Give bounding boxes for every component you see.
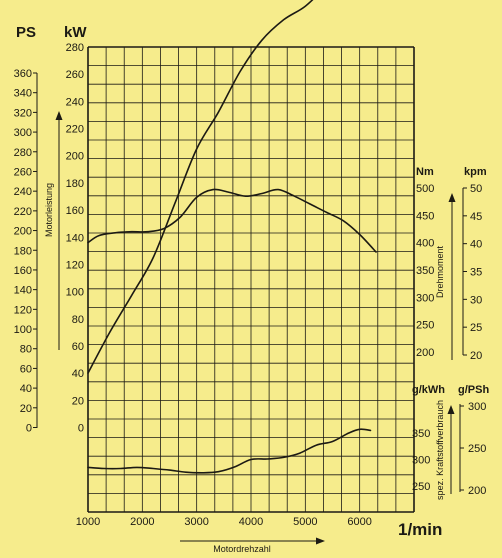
torque-arrow-head — [448, 193, 456, 202]
x-tick-label: 1000 — [76, 516, 100, 528]
gpsh-tick-label: 250 — [468, 443, 486, 455]
unit-gkwh-label: g/kWh — [412, 384, 445, 396]
kpm-tick-label: 40 — [470, 239, 482, 251]
x-tick-label: 6000 — [347, 516, 371, 528]
kpm-tick-label: 20 — [470, 350, 482, 362]
ps-tick-label: 20 — [20, 403, 32, 415]
ps-tick-label: 200 — [14, 226, 32, 238]
kpm-tick-label: 30 — [470, 294, 482, 306]
kw-tick-label: 160 — [66, 205, 84, 217]
curves-layer — [87, 0, 377, 474]
ps-tick-label: 60 — [20, 363, 32, 375]
ps-tick-label: 280 — [14, 147, 32, 159]
kw-tick-label: 80 — [72, 314, 84, 326]
gkwh-tick-label: 350 — [412, 428, 430, 440]
unit-ps-label: PS — [16, 24, 36, 41]
kw-tick-label: 280 — [66, 42, 84, 54]
gkwh-tick-label: 250 — [412, 481, 430, 493]
nm-tick-label: 250 — [416, 320, 434, 332]
kw-tick-label: 140 — [66, 232, 84, 244]
unit-kpm-label: kpm — [464, 166, 487, 178]
kw-tick-label: 120 — [66, 259, 84, 271]
ps-tick-label: 160 — [14, 265, 32, 277]
motordrehzahl-axis-label: Motordrehzahl — [213, 544, 271, 554]
kw-tick-label: 60 — [72, 341, 84, 353]
nm-tick-label: 300 — [416, 292, 434, 304]
ps-tick-label: 340 — [14, 88, 32, 100]
drehmoment-axis-label: Drehmoment — [435, 245, 445, 298]
kpm-tick-label: 35 — [470, 267, 482, 279]
ps-tick-label: 220 — [14, 206, 32, 218]
unit-rpm-label: 1/min — [398, 520, 442, 539]
nm-tick-label: 450 — [416, 210, 434, 222]
rpm-arrow-head — [316, 537, 325, 545]
ps-tick-label: 180 — [14, 245, 32, 257]
gpsh-tick-label: 200 — [468, 485, 486, 497]
power-arrow-head — [55, 111, 63, 120]
power-curve — [87, 0, 314, 374]
kw-tick-label: 200 — [66, 151, 84, 163]
ps-tick-label: 300 — [14, 127, 32, 139]
ps-tick-label: 260 — [14, 166, 32, 178]
axes-layer: 1000 2000 3000 4000 5000 60000204060801001201… — [14, 42, 486, 545]
kpm-tick-label: 50 — [470, 183, 482, 195]
nm-tick-label: 400 — [416, 238, 434, 250]
kw-tick-label: 20 — [72, 395, 84, 407]
ps-tick-label: 0 — [26, 423, 32, 435]
kw-tick-label: 260 — [66, 69, 84, 81]
kw-tick-label: 100 — [66, 287, 84, 299]
torque-curve — [87, 188, 377, 253]
ps-tick-label: 140 — [14, 285, 32, 297]
unit-gpsh-label: g/PSh — [458, 384, 489, 396]
kw-tick-label: 240 — [66, 96, 84, 108]
x-tick-label: 5000 — [293, 516, 317, 528]
x-tick-label: 2000 — [130, 516, 154, 528]
ps-tick-label: 100 — [14, 324, 32, 336]
ps-tick-label: 120 — [14, 304, 32, 316]
kw-tick-label: 40 — [72, 368, 84, 380]
nm-tick-label: 200 — [416, 347, 434, 359]
gpsh-tick-label: 300 — [468, 401, 486, 413]
kraftstoffverbrauch-axis-label: spez. Kraftstoffverbrauch — [435, 400, 445, 500]
kpm-tick-label: 45 — [470, 211, 482, 223]
consumption-curve — [87, 428, 372, 474]
nm-tick-label: 500 — [416, 183, 434, 195]
kw-tick-label: 0 — [78, 423, 84, 435]
motorleistung-axis-label: Motorleistung — [44, 183, 54, 237]
kpm-tick-label: 25 — [470, 322, 482, 334]
grid-layer — [87, 46, 415, 513]
x-tick-label: 4000 — [239, 516, 263, 528]
unit-nm-label: Nm — [416, 166, 434, 178]
ps-tick-label: 240 — [14, 186, 32, 198]
consumption-arrow-head — [447, 405, 455, 414]
ps-tick-label: 40 — [20, 383, 32, 395]
kw-tick-label: 180 — [66, 178, 84, 190]
ps-tick-label: 360 — [14, 68, 32, 80]
x-tick-label: 3000 — [184, 516, 208, 528]
kw-tick-label: 220 — [66, 124, 84, 136]
ps-tick-label: 320 — [14, 107, 32, 119]
ps-tick-label: 80 — [20, 344, 32, 356]
unit-kw-label: kW — [64, 24, 87, 41]
nm-tick-label: 350 — [416, 265, 434, 277]
gkwh-tick-label: 300 — [412, 455, 430, 467]
